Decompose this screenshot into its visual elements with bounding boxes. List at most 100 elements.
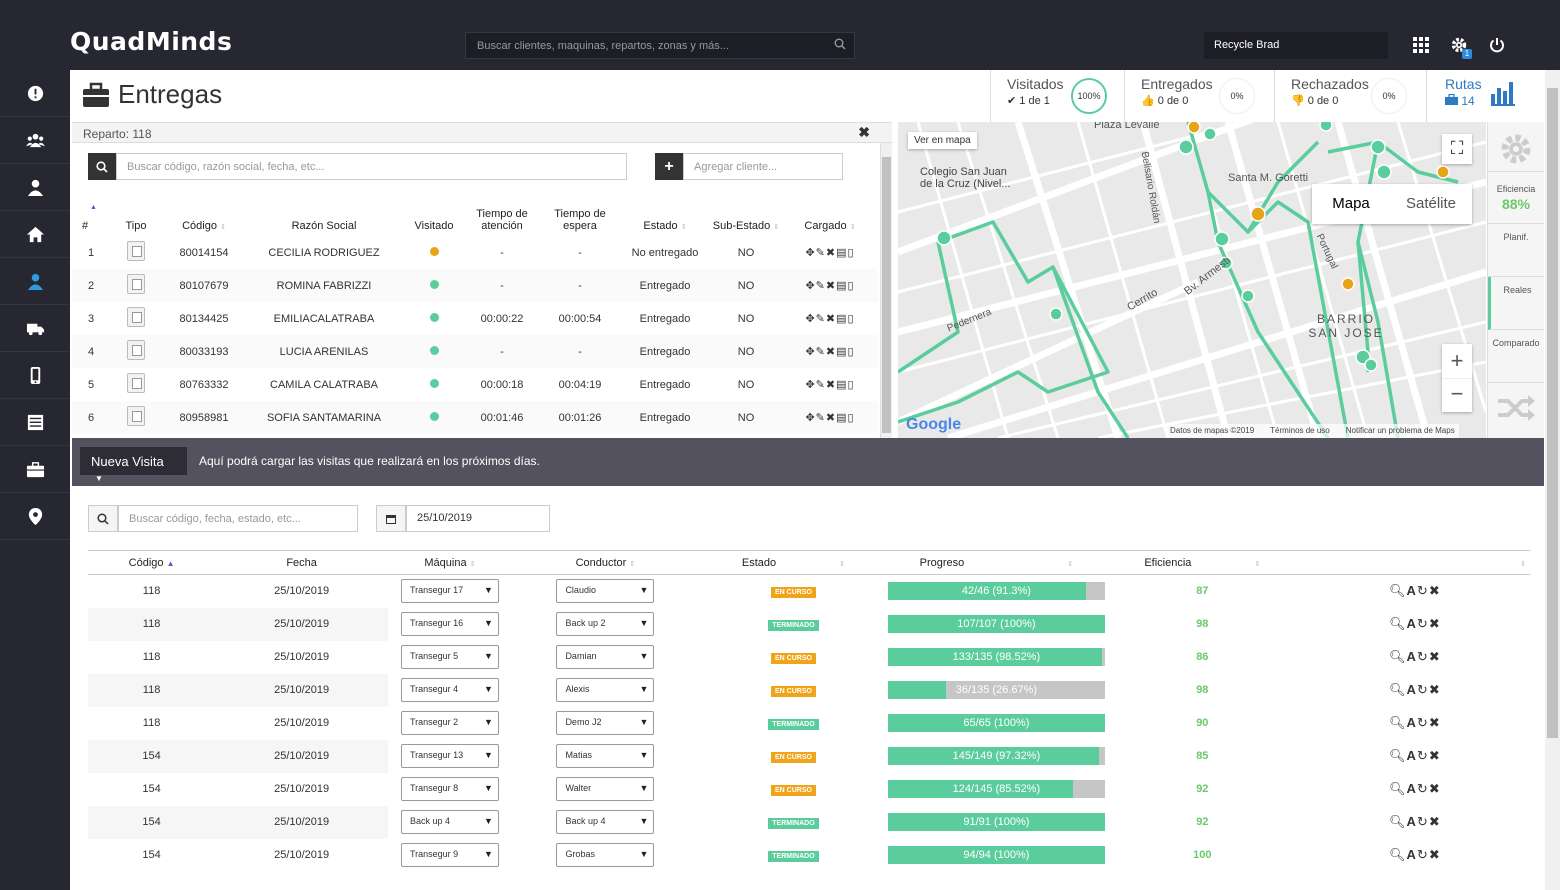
table-row[interactable]: 154 25/10/2019 Back up 4 Back up 4 TERMI… <box>88 805 1530 839</box>
table-row[interactable]: 3 80134425 EMILIACALATRABA 00:00:22 00:0… <box>72 302 878 335</box>
sidebar-item-user[interactable] <box>0 164 70 211</box>
conductor-select[interactable]: Claudio <box>556 579 655 604</box>
delete-icon[interactable]: ✖ <box>825 346 837 358</box>
search-icon[interactable]: 🔍︎ <box>1389 847 1407 862</box>
move-icon[interactable]: ✥ <box>805 247 816 259</box>
document-icon[interactable]: ▤ <box>836 313 848 325</box>
gear-icon[interactable] <box>1499 132 1533 166</box>
delete-icon[interactable]: ✖ <box>1428 616 1441 631</box>
move-icon[interactable]: ✥ <box>805 280 816 292</box>
bar-chart-icon[interactable] <box>1491 80 1515 106</box>
driver-icon[interactable]: A <box>1406 682 1417 697</box>
search-icon[interactable]: 🔍︎ <box>1389 682 1407 697</box>
edit-icon[interactable]: ✎ <box>815 346 826 358</box>
conductor-select[interactable]: Grobas <box>556 843 655 867</box>
col-estado[interactable]: Estado ⇕ <box>643 220 687 232</box>
conductor-select[interactable]: Walter <box>556 777 655 801</box>
panel-tab-comparado[interactable]: Comparado <box>1488 330 1544 383</box>
document-icon[interactable]: ▤ <box>836 346 848 358</box>
search-icon[interactable]: 🔍︎ <box>1389 583 1407 599</box>
col-acciones[interactable]: ⇕ <box>1299 550 1530 575</box>
page-scrollbar[interactable] <box>1545 70 1560 890</box>
maquina-select[interactable]: Transegur 4 <box>400 678 499 702</box>
sidebar-item-alerts[interactable] <box>0 70 70 117</box>
map-terms-link[interactable]: Términos de uso <box>1270 426 1330 435</box>
delete-icon[interactable]: ✖ <box>1428 847 1441 862</box>
col-codigo[interactable]: Código ▲ <box>88 550 216 575</box>
ver-en-mapa-button[interactable]: Ver en mapa <box>908 132 977 149</box>
delete-icon[interactable]: ✖ <box>825 379 837 391</box>
refresh-icon[interactable]: ↻ <box>1416 847 1429 862</box>
search-icon[interactable]: 🔍︎ <box>1389 649 1407 664</box>
search-icon[interactable] <box>88 153 116 180</box>
mobile-icon[interactable]: ▯ <box>847 412 855 424</box>
edit-icon[interactable]: ✎ <box>815 247 826 259</box>
sidebar-item-home[interactable] <box>0 211 70 258</box>
conductor-select[interactable]: Matias <box>556 744 655 768</box>
maquina-select[interactable]: Transegur 2 <box>400 711 499 735</box>
col-progreso[interactable]: Progreso ⇕ <box>887 550 1105 575</box>
date-input[interactable]: 25/10/2019 <box>406 505 550 532</box>
delete-icon[interactable]: ✖ <box>1428 682 1441 697</box>
add-icon[interactable]: + <box>655 153 683 180</box>
edit-icon[interactable]: ✎ <box>815 313 826 325</box>
refresh-icon[interactable]: ↻ <box>1416 583 1429 599</box>
col-visitado[interactable]: Visitado <box>414 220 454 232</box>
search-icon[interactable]: 🔍︎ <box>1389 715 1407 730</box>
table-row[interactable]: 118 25/10/2019 Transegur 5 Damian EN CUR… <box>88 641 1530 674</box>
delete-icon[interactable]: ✖ <box>825 247 837 259</box>
table-row[interactable]: 118 25/10/2019 Transegur 17 Claudio EN C… <box>88 575 1530 608</box>
document-icon[interactable]: ▤ <box>836 412 848 424</box>
maquina-select[interactable]: Transegur 8 <box>400 777 499 801</box>
close-icon[interactable]: ✖ <box>858 124 870 140</box>
refresh-icon[interactable]: ↻ <box>1416 748 1429 763</box>
zoom-in-icon[interactable]: + <box>1450 348 1464 373</box>
table-row[interactable]: 118 25/10/2019 Transegur 2 Demo J2 TERMI… <box>88 707 1530 740</box>
panel-shuffle[interactable] <box>1488 383 1544 436</box>
table-row[interactable]: 6 80958981 SOFIA SANTAMARINA 00:01:46 00… <box>72 401 878 434</box>
table-row[interactable]: 4 80033193 LUCIA ARENILAS - - Entregado … <box>72 335 878 368</box>
document-icon[interactable]: ▤ <box>836 280 848 292</box>
table-row[interactable]: 1 80014154 CECILIA RODRIGUEZ - - No entr… <box>72 236 878 269</box>
delete-icon[interactable]: ✖ <box>1428 814 1441 829</box>
conductor-select[interactable]: Back up 4 <box>556 810 655 834</box>
quadminds-logo[interactable]: QuadMinds <box>70 27 233 56</box>
add-client-input[interactable] <box>683 153 843 180</box>
col-sub-estado[interactable]: Sub-Estado ⇕ <box>712 220 780 232</box>
col-eficiencia[interactable]: Eficiencia ⇕ <box>1104 550 1300 575</box>
document-icon[interactable]: ▤ <box>836 247 848 259</box>
maquina-select[interactable]: Transegur 9 <box>400 843 499 867</box>
sidebar-item-devices[interactable] <box>0 352 70 399</box>
col-codigo[interactable]: Código ⇕ <box>182 220 226 232</box>
delete-icon[interactable]: ✖ <box>825 313 837 325</box>
refresh-icon[interactable]: ↻ <box>1416 682 1429 697</box>
map-report-link[interactable]: Notificar un problema de Maps <box>1345 426 1455 435</box>
search-icon[interactable]: 🔍︎ <box>1389 781 1407 796</box>
mobile-icon[interactable]: ▯ <box>847 346 855 358</box>
table-row[interactable]: 118 25/10/2019 Transegur 4 Alexis EN CUR… <box>88 673 1530 707</box>
global-search-input[interactable] <box>466 33 821 58</box>
move-icon[interactable]: ✥ <box>805 379 816 391</box>
apps-grid-icon[interactable] <box>1410 34 1432 56</box>
delete-icon[interactable]: ✖ <box>825 412 837 424</box>
driver-icon[interactable]: A <box>1406 649 1417 664</box>
panel-tab-planif[interactable]: Planif. <box>1488 224 1544 277</box>
map-tab-satelite[interactable]: Satélite <box>1405 195 1457 212</box>
mobile-icon[interactable]: ▯ <box>847 280 855 292</box>
col-razon-social[interactable]: Razón Social <box>291 220 357 232</box>
conductor-select[interactable]: Alexis <box>556 678 655 702</box>
driver-icon[interactable]: A <box>1406 748 1417 763</box>
table-row[interactable]: 118 25/10/2019 Transegur 16 Back up 2 TE… <box>88 607 1530 641</box>
sidebar-item-map[interactable] <box>0 493 70 540</box>
col-cargado[interactable]: Cargado ⇕ <box>804 220 856 232</box>
conductor-select[interactable]: Back up 2 <box>556 612 655 636</box>
nueva-visita-button[interactable]: Nueva Visita ▼ <box>80 447 187 483</box>
mobile-icon[interactable]: ▯ <box>847 379 855 391</box>
map-tab-mapa[interactable]: Mapa <box>1332 195 1370 212</box>
driver-icon[interactable]: A <box>1406 847 1417 862</box>
mobile-icon[interactable]: ▯ <box>847 313 855 325</box>
table-row[interactable]: 5 80763332 CAMILA CALATRABA 00:00:18 00:… <box>72 368 878 401</box>
visitas-search-input[interactable] <box>118 505 358 532</box>
col-fecha[interactable]: Fecha <box>215 550 389 575</box>
search-icon[interactable]: 🔍︎ <box>1389 814 1407 829</box>
